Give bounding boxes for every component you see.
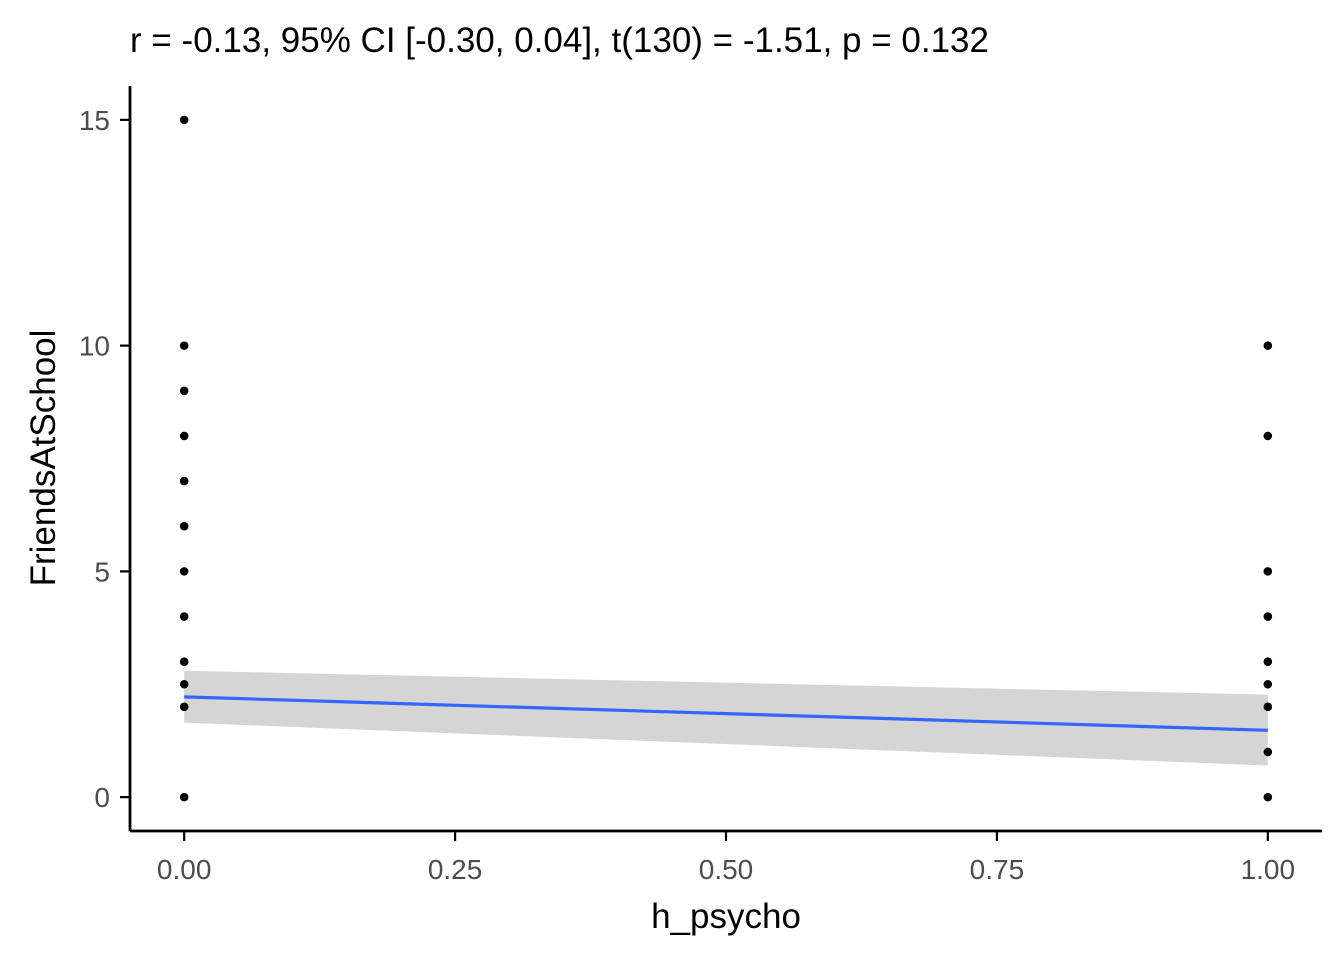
x-axis-ticks: 0.00 0.25 0.50 0.75 1.00 [157, 831, 1295, 885]
data-point [1263, 747, 1273, 757]
data-point [1263, 341, 1273, 350]
data-point [1263, 612, 1273, 621]
y-tick-label: 15 [79, 105, 110, 136]
data-point [179, 792, 189, 802]
x-tick-label: 0.75 [970, 854, 1025, 885]
confidence-band-layer [184, 670, 1268, 766]
regression-line [184, 695, 1268, 732]
data-point [179, 679, 189, 689]
x-tick-label: 0.50 [699, 854, 754, 885]
data-point [179, 702, 189, 712]
data-point [179, 657, 189, 666]
x-tick-label: 0.00 [157, 854, 212, 885]
chart-title: r = -0.13, 95% CI [-0.30, 0.04], t(130) … [130, 21, 989, 60]
x-axis-title: h_psycho [651, 897, 801, 936]
regression-line-layer [184, 695, 1268, 732]
data-point [1263, 702, 1273, 712]
y-axis-ticks: 0 5 10 15 [79, 105, 130, 813]
data-point [1263, 431, 1273, 441]
y-tick-label: 5 [94, 556, 110, 587]
data-points-layer [179, 115, 1273, 802]
data-point [179, 341, 189, 350]
data-point [1263, 567, 1273, 576]
y-axis-title: FriendsAtSchool [24, 330, 63, 587]
data-point [1263, 792, 1273, 802]
y-tick-label: 0 [94, 782, 110, 813]
data-point [179, 567, 189, 576]
x-tick-label: 0.25 [428, 854, 483, 885]
data-point [179, 612, 189, 621]
data-point [179, 115, 189, 125]
data-point [179, 431, 189, 441]
x-tick-label: 1.00 [1241, 854, 1296, 885]
data-point [179, 476, 189, 486]
data-point [1263, 679, 1273, 689]
data-point [179, 386, 189, 396]
data-point [179, 521, 189, 531]
confidence-band [184, 670, 1268, 766]
data-point [1263, 657, 1273, 666]
y-tick-label: 10 [79, 331, 110, 362]
